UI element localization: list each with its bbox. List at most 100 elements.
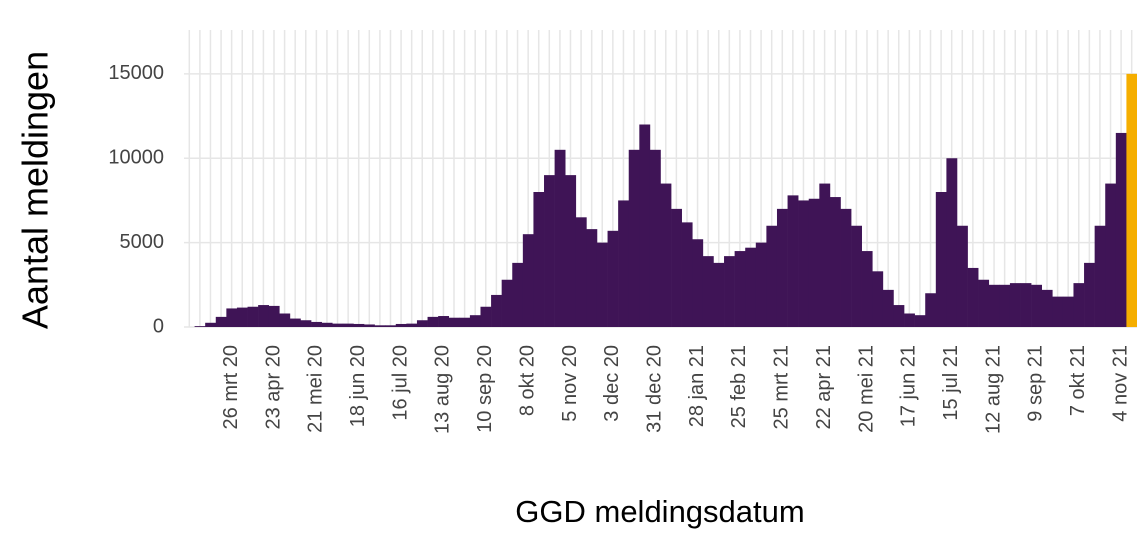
bar	[946, 158, 958, 327]
x-tick-label: 25 mrt 21	[771, 345, 793, 429]
bar	[999, 284, 1011, 327]
bar	[702, 256, 714, 327]
bar	[1009, 283, 1021, 327]
bar	[618, 200, 630, 327]
bar	[491, 294, 502, 327]
bar	[1062, 296, 1074, 327]
bar	[660, 183, 672, 327]
x-tick-label: 16 jul 20	[389, 345, 411, 421]
bar	[776, 208, 788, 327]
bar	[533, 192, 545, 327]
bar	[364, 324, 375, 327]
bar	[893, 305, 905, 327]
bar	[247, 306, 259, 327]
y-tick-label: 10000	[108, 147, 164, 169]
bar	[988, 284, 1000, 327]
bar	[300, 320, 312, 327]
bar	[1041, 289, 1053, 327]
x-tick-label: 26 mrt 20	[220, 345, 242, 429]
bar	[236, 307, 248, 327]
bar	[279, 313, 291, 327]
x-tick-label: 3 dec 20	[601, 345, 623, 422]
bar	[787, 195, 799, 327]
bar	[268, 305, 280, 327]
bar	[967, 267, 979, 327]
bar	[1105, 183, 1117, 327]
x-tick-label: 15 jul 21	[940, 345, 962, 421]
bar	[512, 262, 524, 327]
bar	[194, 326, 206, 327]
bar	[1126, 73, 1137, 327]
bar	[956, 225, 968, 327]
bar	[289, 318, 301, 327]
bar	[607, 230, 619, 327]
bar	[544, 175, 555, 327]
bar	[882, 289, 894, 327]
x-tick-label: 23 apr 20	[262, 345, 284, 430]
bar	[755, 242, 767, 327]
bar	[904, 313, 915, 327]
bar	[374, 325, 386, 327]
y-tick-label: 15000	[108, 62, 164, 84]
bar	[575, 217, 587, 327]
x-tick-label: 12 aug 21	[982, 345, 1004, 434]
x-axis-label: GGD meldingsdatum	[515, 494, 804, 529]
bar	[1115, 132, 1127, 327]
bar	[353, 323, 365, 327]
bar	[596, 242, 608, 327]
bar	[215, 316, 227, 327]
bar	[1052, 296, 1064, 327]
bar	[459, 317, 471, 327]
bar	[427, 316, 439, 327]
bar	[808, 198, 820, 327]
x-tick-label: 25 feb 21	[728, 345, 750, 428]
bar	[766, 225, 778, 327]
bar	[480, 306, 492, 327]
x-tick-label: 7 okt 21	[1067, 345, 1089, 416]
bar	[724, 256, 735, 327]
bar	[745, 247, 757, 327]
bar	[840, 208, 852, 327]
x-tick-label: 20 mei 21	[855, 345, 877, 433]
bar	[734, 251, 746, 327]
bar	[671, 208, 682, 327]
bar	[914, 315, 926, 327]
bar	[819, 183, 831, 327]
bar	[978, 279, 990, 327]
bar	[311, 321, 322, 327]
bar	[798, 200, 810, 327]
bar	[851, 225, 862, 327]
bar	[692, 239, 704, 327]
y-tick-label: 0	[153, 315, 164, 337]
x-tick-label: 8 okt 20	[516, 345, 538, 416]
bar	[406, 323, 418, 327]
bar	[416, 320, 428, 327]
bar	[342, 323, 354, 327]
x-tick-label: 10 sep 20	[474, 345, 496, 433]
bar	[554, 149, 566, 327]
bar	[226, 308, 238, 327]
x-tick-label: 22 apr 21	[813, 345, 835, 430]
bar	[925, 293, 937, 327]
bar	[872, 271, 884, 327]
bar	[385, 325, 397, 327]
bar	[205, 322, 217, 327]
x-tick-label: 31 dec 20	[643, 345, 665, 433]
bar	[681, 222, 693, 327]
x-tick-label: 17 jun 21	[898, 345, 920, 427]
bar	[1084, 262, 1095, 327]
y-tick-label: 5000	[120, 231, 165, 253]
bar	[438, 316, 450, 327]
bar	[1020, 283, 1032, 327]
x-tick-label: 13 aug 20	[432, 345, 454, 434]
x-tick-label: 5 nov 20	[559, 345, 581, 422]
bar	[321, 322, 333, 327]
bar	[628, 149, 640, 327]
x-tick-label: 28 jan 21	[686, 345, 708, 427]
x-tick-label: 9 sep 21	[1025, 345, 1047, 422]
x-tick-label: 4 nov 21	[1109, 345, 1131, 422]
y-axis-label: Aantal meldingen	[15, 51, 56, 329]
bar	[649, 149, 661, 327]
bar	[586, 229, 598, 327]
